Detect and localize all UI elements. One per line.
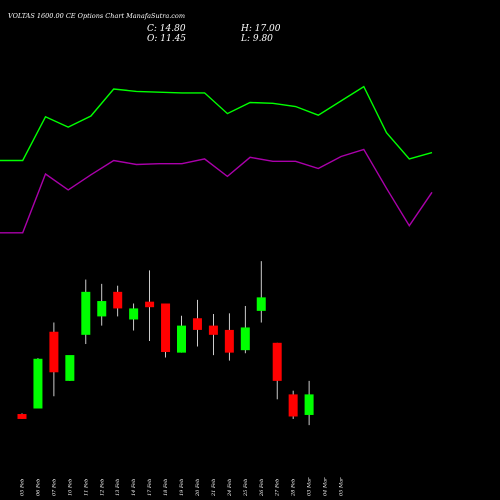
lower-band-line: [0, 148, 433, 234]
x-tick-label: 28 Feb: [291, 479, 297, 497]
x-tick-label: 25 Feb: [243, 479, 249, 497]
candle-body-up: [81, 291, 91, 335]
x-tick-label: 11 Feb: [83, 479, 89, 496]
candle: [208, 313, 218, 356]
candle-body-up: [33, 358, 43, 409]
x-tick-label: 21 Feb: [211, 479, 217, 497]
x-tick-label: 03 Mar: [307, 477, 313, 496]
x-tick-label: 18 Feb: [163, 479, 169, 496]
x-tick-label: 05 Mar: [339, 477, 345, 496]
candle: [161, 303, 171, 358]
candle: [81, 279, 91, 345]
bands-layer: [0, 85, 433, 234]
x-tick-label: 20 Feb: [195, 479, 201, 497]
candle-body-down: [192, 318, 202, 330]
candle-body-down: [49, 331, 59, 373]
x-tick-label: 27 Feb: [275, 479, 281, 497]
chart-title: VOLTAS 1600.00 CE Options Chart ManafaSu…: [8, 12, 185, 20]
candle: [192, 299, 202, 347]
candle-body-up: [177, 325, 186, 353]
x-tick-label: 26 Feb: [259, 479, 265, 497]
x-tick-label: 19 Feb: [179, 479, 185, 496]
candle-body-down: [17, 414, 27, 419]
candle-body-up: [97, 301, 107, 317]
candle: [272, 342, 282, 400]
candle: [49, 322, 59, 397]
candle: [97, 283, 107, 326]
x-axis-ticks: 05 Feb 06 Feb 07 Feb 10 Feb 11 Feb 12 Feb 13 F…: [20, 477, 345, 497]
x-tick-label: 24 Feb: [227, 479, 233, 497]
candle: [177, 315, 186, 353]
x-tick-label: 05 Feb: [20, 479, 26, 496]
candle: [240, 305, 250, 354]
upper-band-line: [0, 85, 433, 162]
candle: [17, 413, 27, 419]
candle-body-down: [224, 329, 234, 353]
candle: [304, 380, 314, 426]
candle-body-up: [240, 327, 250, 351]
close-value: C: 14.80: [147, 24, 186, 34]
open-value: O: 11.45: [147, 34, 186, 44]
candle-body-down: [161, 303, 171, 353]
candle-body-down: [113, 291, 123, 309]
candle: [113, 285, 123, 317]
x-tick-label: 07 Feb: [51, 479, 57, 496]
x-tick-label: 13 Feb: [115, 479, 121, 496]
candle-body-up: [65, 355, 75, 381]
candle: [256, 261, 266, 323]
candle: [33, 358, 43, 409]
candle-body-down: [208, 325, 218, 335]
candle-body-up: [304, 394, 314, 415]
candle: [224, 313, 234, 361]
candle: [65, 355, 75, 381]
candle-body-down: [288, 394, 298, 417]
candle: [145, 270, 155, 341]
candle: [288, 390, 298, 419]
candle-body-down: [145, 301, 155, 308]
candle-body-up: [256, 297, 266, 311]
x-tick-label: 04 Mar: [323, 477, 329, 496]
candle-body-down: [272, 342, 282, 381]
x-tick-label: 14 Feb: [131, 479, 137, 496]
candle-body-up: [129, 308, 139, 320]
high-value: H: 17.00: [240, 24, 281, 34]
x-tick-label: 17 Feb: [147, 479, 153, 496]
candle: [129, 303, 139, 331]
x-tick-label: 10 Feb: [67, 479, 73, 496]
candles-layer: [17, 261, 314, 426]
x-tick-label: 12 Feb: [99, 479, 105, 496]
low-value: L: 9.80: [240, 34, 273, 44]
x-tick-label: 06 Feb: [35, 479, 41, 496]
